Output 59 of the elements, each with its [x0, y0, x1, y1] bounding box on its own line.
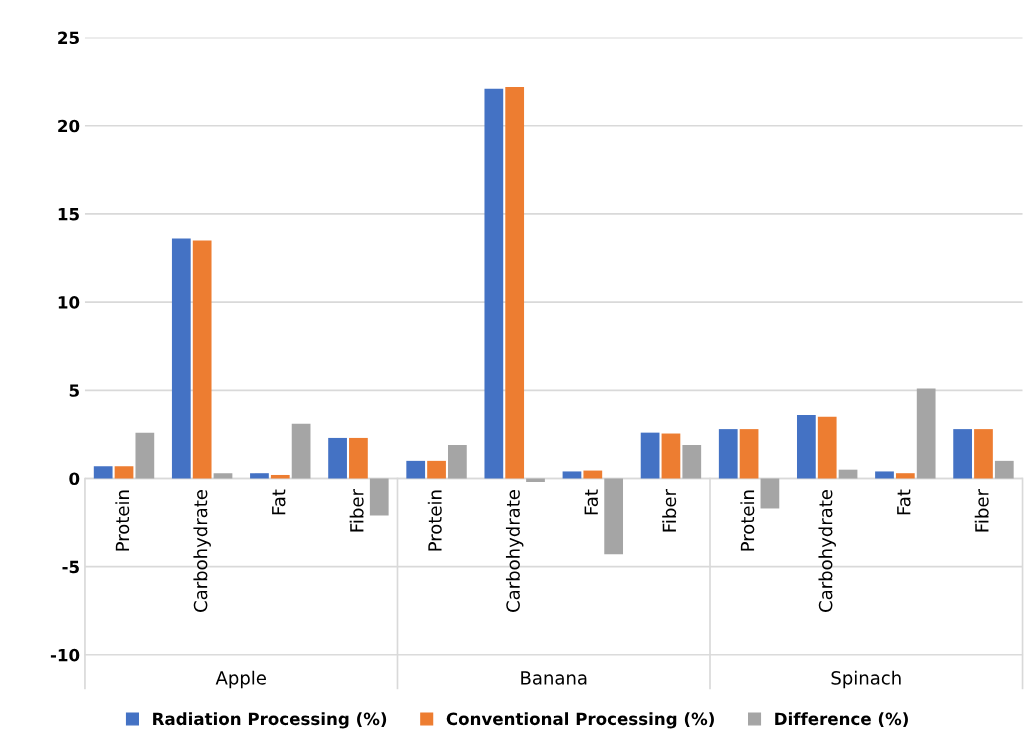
- x-tick-label: Carbohydrate: [193, 490, 211, 612]
- x-tick-label: Protein: [740, 490, 755, 551]
- bar: [661, 433, 681, 479]
- x-tick-label: Fat: [897, 489, 911, 515]
- bar: [427, 460, 446, 479]
- bar: [505, 86, 525, 479]
- bar: [448, 444, 467, 479]
- bar: [817, 416, 837, 479]
- bar: [875, 471, 894, 479]
- bar: [114, 466, 134, 479]
- bar: [682, 444, 702, 479]
- bar: [93, 466, 113, 479]
- bar: [994, 460, 1014, 479]
- bar: [640, 432, 660, 479]
- y-tick-label: 15: [58, 208, 79, 221]
- bar: [916, 388, 936, 479]
- bar: [974, 429, 993, 479]
- y-tick-label: -10: [50, 648, 80, 662]
- y-tick-label: 5: [69, 384, 79, 397]
- bar: [953, 429, 973, 479]
- x-tick-label: Carbohydrate: [818, 490, 836, 612]
- bar: [369, 478, 389, 516]
- bar: [250, 473, 269, 479]
- bar: [171, 238, 191, 479]
- bar: [895, 473, 915, 479]
- y-tick-label: 0: [69, 472, 80, 486]
- x-tick-label: Fiber: [349, 489, 364, 532]
- x-tick-label: Fiber: [662, 489, 677, 532]
- x-tick-label: Protein: [115, 490, 130, 551]
- text: Banana: [521, 671, 587, 685]
- bar: [760, 478, 780, 509]
- x-tick-label: Fat: [584, 489, 599, 515]
- bar: [796, 415, 816, 479]
- x-tick-label: Fiber: [974, 489, 989, 532]
- bar: [604, 478, 624, 555]
- legend-label: Radiation Processing (%): [153, 712, 387, 729]
- bar: [192, 240, 212, 479]
- bar: [718, 429, 738, 479]
- bar: [406, 460, 426, 479]
- legend-label: Difference (%): [775, 712, 908, 728]
- text: Apple: [215, 670, 266, 689]
- bar: [135, 432, 155, 479]
- x-tick-label: Fat: [272, 489, 286, 515]
- bar: [484, 88, 504, 479]
- text: Spinach: [831, 670, 901, 689]
- x-tick-label: Carbohydrate: [505, 490, 524, 612]
- bar: [213, 473, 233, 479]
- bar: [562, 471, 582, 479]
- x-tick-label: Protein: [427, 490, 442, 551]
- bar: [739, 429, 759, 479]
- y-tick-label: 25: [58, 31, 79, 45]
- legend-label: Conventional Processing (%): [446, 712, 714, 729]
- y-tick-label: -5: [62, 560, 79, 574]
- bar: [328, 437, 347, 479]
- y-tick-label: 10: [58, 296, 80, 309]
- bar: [526, 478, 545, 483]
- bar: [349, 437, 368, 479]
- bar: [291, 423, 311, 479]
- y-tick-label: 20: [58, 119, 80, 133]
